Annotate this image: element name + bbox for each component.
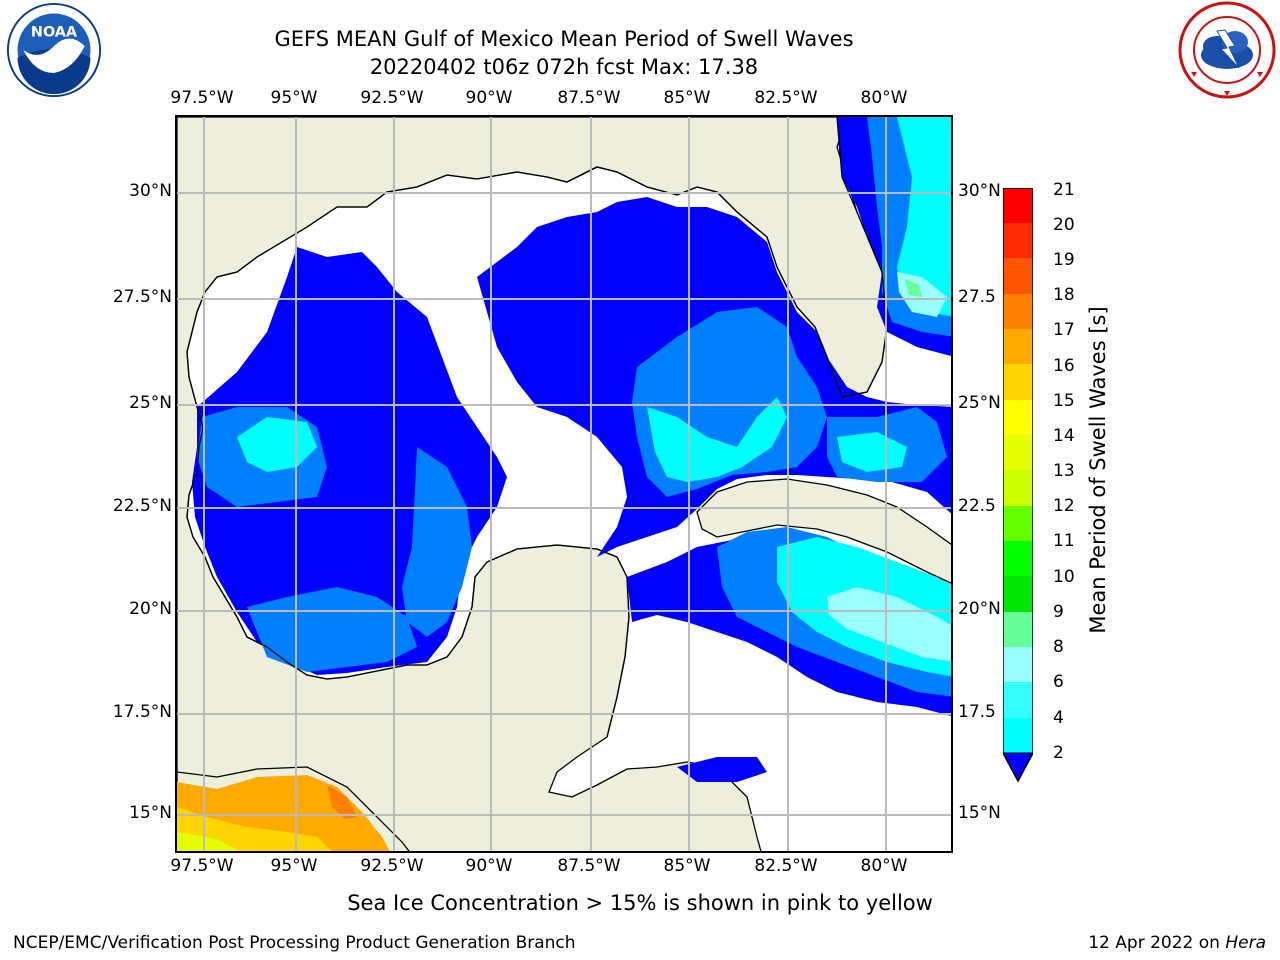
- colorbar-segment: [1003, 435, 1033, 470]
- colorbar-tick-label: 8: [1053, 637, 1064, 657]
- latitude-label: 17.5: [958, 702, 996, 722]
- colorbar-segment: [1003, 294, 1033, 329]
- latitude-label: 25°N: [129, 393, 172, 413]
- colorbar-segment: [1003, 612, 1033, 647]
- latitude-label: 27.5: [958, 287, 996, 307]
- longitude-label: 95°W: [270, 88, 318, 108]
- colorbar-segment: [1003, 223, 1033, 258]
- longitude-label: 85°W: [663, 88, 711, 108]
- colorbar-segment: [1003, 470, 1033, 506]
- longitude-label: 97.5°W: [170, 856, 234, 876]
- svg-text:NOAA: NOAA: [31, 25, 78, 41]
- colorbar-segment: [1003, 718, 1033, 753]
- latitude-label: 22.5°N: [112, 496, 172, 516]
- longitude-label: 92.5°W: [360, 856, 424, 876]
- chart-subtitle: 20220402 t06z 072h fcst Max: 17.38: [369, 55, 759, 79]
- colorbar-tick-label: 6: [1053, 672, 1064, 692]
- colorbar-tick-label: 9: [1053, 602, 1064, 622]
- longitude-label: 87.5°W: [557, 88, 621, 108]
- latitude-label: 15°N: [129, 803, 172, 823]
- longitude-label: 87.5°W: [557, 856, 621, 876]
- nws-logo: [1178, 1, 1276, 99]
- chart-title: GEFS MEAN Gulf of Mexico Mean Period of …: [274, 27, 854, 51]
- sea-ice-note: Sea Ice Concentration > 15% is shown in …: [347, 891, 933, 915]
- colorbar-tick-label: 12: [1053, 496, 1075, 516]
- latitude-label: 17.5°N: [112, 702, 172, 722]
- colorbar-tick-label: 15: [1053, 391, 1075, 411]
- longitude-label: 82.5°W: [754, 856, 818, 876]
- graticule-grid: [177, 117, 951, 851]
- noaa-logo: NOAA: [6, 2, 102, 98]
- footer-credit: NCEP/EMC/Verification Post Processing Pr…: [13, 933, 576, 953]
- longitude-label: 80°W: [860, 856, 908, 876]
- colorbar-segment: [1003, 188, 1033, 223]
- colorbar-segment: [1003, 258, 1033, 294]
- longitude-label: 97.5°W: [170, 88, 234, 108]
- colorbar-tick-label: 17: [1053, 320, 1075, 340]
- colorbar-segment: [1003, 647, 1033, 682]
- longitude-label: 85°W: [663, 856, 711, 876]
- latitude-label: 20°N: [958, 599, 1001, 619]
- latitude-label: 27.5°N: [112, 287, 172, 307]
- colorbar-tick-label: 2: [1053, 743, 1064, 763]
- colorbar-tick-label: 20: [1053, 215, 1075, 235]
- map-panel: [175, 115, 953, 853]
- colorbar-extend-arrow: [1003, 752, 1033, 783]
- colorbar-segment: [1003, 400, 1033, 435]
- colorbar: [1003, 188, 1033, 783]
- colorbar-label: Mean Period of Swell Waves [s]: [1086, 306, 1110, 634]
- colorbar-tick-label: 4: [1053, 708, 1064, 728]
- colorbar-segment: [1003, 506, 1033, 541]
- longitude-label: 82.5°W: [754, 88, 818, 108]
- high-period-region: [177, 775, 390, 851]
- longitude-label: 92.5°W: [360, 88, 424, 108]
- swell-period-map: [177, 117, 951, 851]
- latitude-label: 30°N: [129, 181, 172, 201]
- colorbar-segment: [1003, 364, 1033, 400]
- colorbar-tick-label: 19: [1053, 250, 1075, 270]
- longitude-label: 90°W: [465, 88, 513, 108]
- colorbar-tick-label: 21: [1053, 180, 1075, 200]
- colorbar-segment: [1003, 682, 1033, 718]
- latitude-label: 22.5: [958, 496, 996, 516]
- colorbar-segment: [1003, 576, 1033, 612]
- latitude-label: 20°N: [129, 599, 172, 619]
- colorbar-outline: [1003, 188, 1033, 783]
- colorbar-tick-label: 13: [1053, 461, 1075, 481]
- colorbar-tick-label: 18: [1053, 285, 1075, 305]
- colorbar-tick-label: 10: [1053, 567, 1075, 587]
- colorbar-segment: [1003, 541, 1033, 576]
- latitude-label: 30°N: [958, 181, 1001, 201]
- longitude-label: 95°W: [270, 856, 318, 876]
- period-band-9-10: [905, 279, 922, 297]
- colorbar-tick-label: 11: [1053, 531, 1075, 551]
- longitude-label: 80°W: [860, 88, 908, 108]
- latitude-label: 25°N: [958, 393, 1001, 413]
- latitude-label: 15°N: [958, 803, 1001, 823]
- colorbar-segment: [1003, 329, 1033, 364]
- footer-host: Hera: [1225, 933, 1266, 953]
- colorbar-tick-label: 14: [1053, 426, 1075, 446]
- footer-date: 12 Apr 2022 on Hera: [1088, 933, 1266, 953]
- colorbar-tick-label: 16: [1053, 356, 1075, 376]
- longitude-label: 90°W: [465, 856, 513, 876]
